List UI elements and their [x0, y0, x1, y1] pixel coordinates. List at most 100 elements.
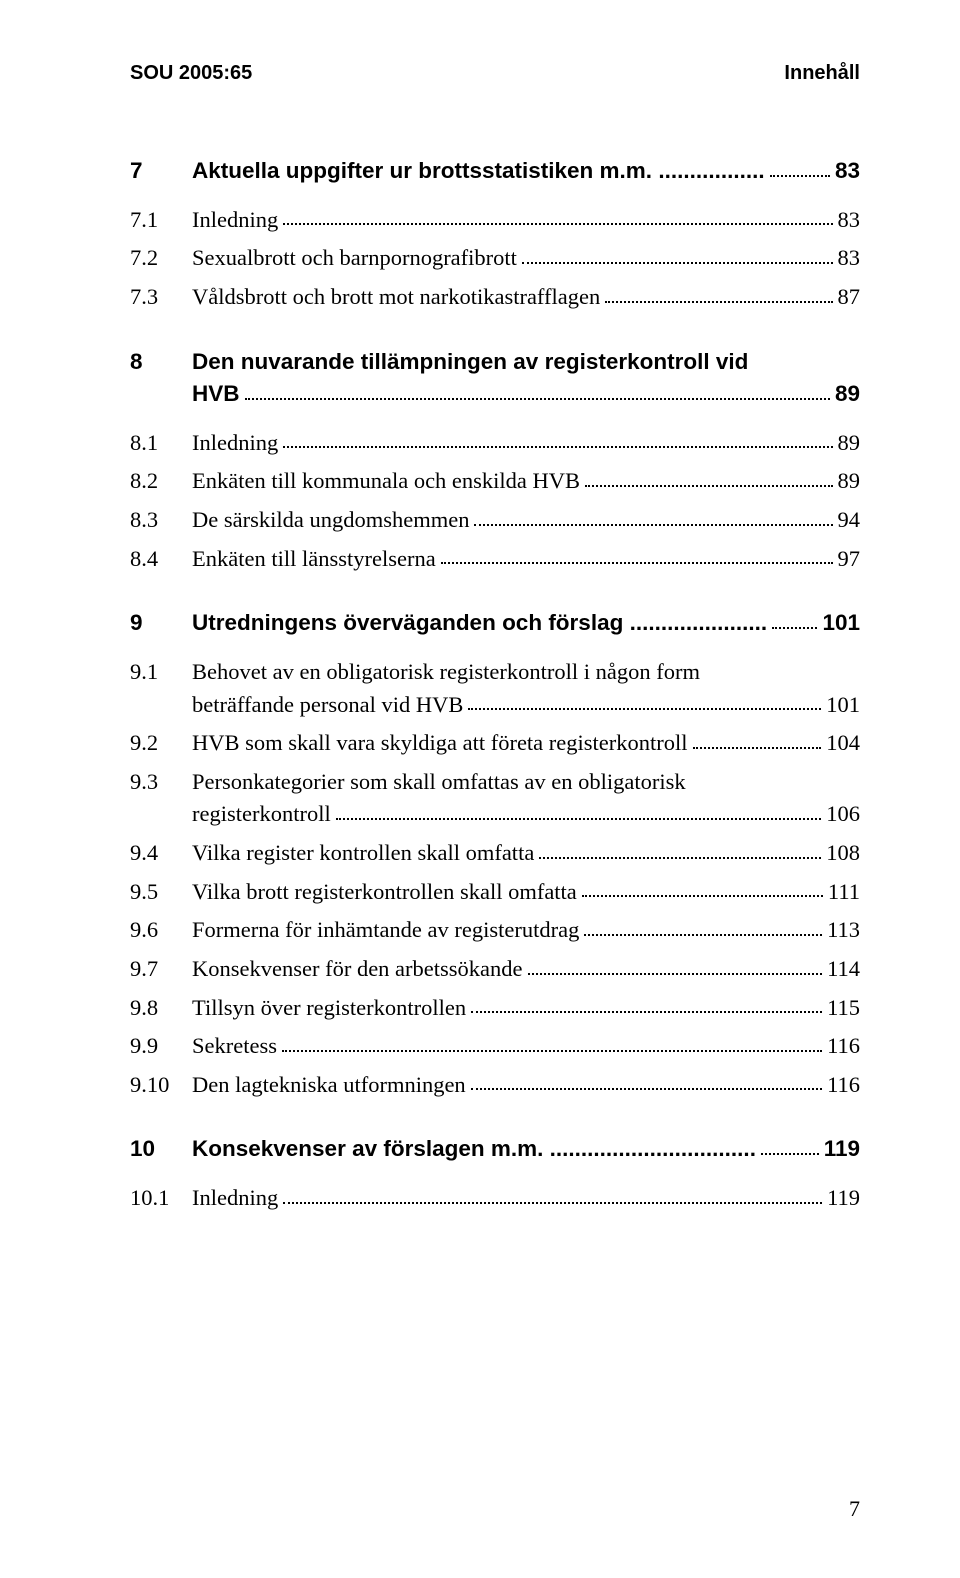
- toc-entry-title-wrap: Vilka brott registerkontrollen skall omf…: [192, 876, 860, 909]
- toc-entry-title: Vilka brott registerkontrollen skall omf…: [192, 876, 577, 909]
- toc-entry-title-wrap: Våldsbrott och brott mot narkotikastraff…: [192, 281, 860, 314]
- header-left: SOU 2005:65: [130, 62, 252, 85]
- toc-leader: [582, 895, 823, 897]
- toc-entry-title: Vilka register kontrollen skall omfatta: [192, 837, 534, 870]
- toc-entry: 8.2Enkäten till kommunala och enskilda H…: [130, 465, 860, 498]
- toc-entry-page: 97: [838, 543, 861, 576]
- toc-entry-number: 9.7: [130, 953, 192, 986]
- toc-entry: 7Aktuella uppgifter ur brottsstatistiken…: [130, 155, 860, 188]
- toc-entry-page: 119: [827, 1182, 860, 1215]
- toc-entry-number: 7.2: [130, 242, 192, 275]
- toc-entry-number: 9.6: [130, 914, 192, 947]
- toc-entry-number: 10: [130, 1133, 192, 1166]
- toc-entry: 9Utredningens överväganden och förslag .…: [130, 607, 860, 640]
- toc-leader: [471, 1088, 822, 1090]
- toc-entry-title-wrap: Vilka register kontrollen skall omfatta 1…: [192, 837, 860, 870]
- toc-entry-page: 108: [826, 837, 860, 870]
- toc-entry: 10Konsekvenser av förslagen m.m. .......…: [130, 1133, 860, 1166]
- toc-entry-number: 8.1: [130, 427, 192, 460]
- toc-leader: [441, 562, 833, 564]
- toc-entry: 8.1Inledning 89: [130, 427, 860, 460]
- toc-entry-page: 114: [827, 953, 860, 986]
- toc-entry-title: Den lagtekniska utformningen: [192, 1069, 466, 1102]
- toc-leader: [468, 708, 821, 710]
- toc-entry: 10.1Inledning119: [130, 1182, 860, 1215]
- toc-leader: [522, 262, 833, 264]
- toc-entry-title: Konsekvenser för den arbetssökande: [192, 953, 523, 986]
- toc-entry-number: 7: [130, 155, 192, 188]
- toc-entry-page: 89: [835, 378, 860, 411]
- toc-leader: [584, 934, 822, 936]
- toc-entry-title: Formerna för inhämtande av registerutdra…: [192, 914, 579, 947]
- toc-entry-title: Tillsyn över registerkontrollen: [192, 992, 466, 1025]
- toc-entry-page: 94: [838, 504, 861, 537]
- toc-entry-number: 9: [130, 607, 192, 640]
- toc-entry-page: 87: [838, 281, 861, 314]
- toc-entry-title: Personkategorier som skall omfattas av e…: [192, 766, 686, 799]
- toc-entry-page: 111: [828, 876, 860, 909]
- toc-entry-title: HVB som skall vara skyldiga att företa r…: [192, 727, 688, 760]
- toc-entry-number: 9.1: [130, 656, 192, 689]
- toc-entry-title-wrap: Konsekvenser för den arbetssökande 114: [192, 953, 860, 986]
- toc-entry-title-wrap: Behovet av en obligatorisk registerkontr…: [192, 656, 860, 721]
- toc-entry-title-wrap: Enkäten till länsstyrelserna 97: [192, 543, 860, 576]
- toc-entry-number: 9.8: [130, 992, 192, 1025]
- toc-leader: [770, 175, 830, 177]
- page-number: 7: [849, 1496, 860, 1522]
- toc-entry-page: 83: [838, 204, 861, 237]
- toc-entry: 7.3Våldsbrott och brott mot narkotikastr…: [130, 281, 860, 314]
- toc-entry-page: 83: [838, 242, 861, 275]
- toc-entry-title: Sekretess: [192, 1030, 277, 1063]
- toc-entry-title: De särskilda ungdomshemmen: [192, 504, 469, 537]
- toc-entry: 9.2HVB som skall vara skyldiga att föret…: [130, 727, 860, 760]
- toc-leader: [245, 398, 830, 400]
- toc-entry-title-wrap: Personkategorier som skall omfattas av e…: [192, 766, 860, 831]
- toc-entry-title-wrap: Konsekvenser av förslagen m.m. .........…: [192, 1133, 860, 1166]
- toc-entry-title: Enkäten till länsstyrelserna: [192, 543, 436, 576]
- toc-leader: [283, 223, 832, 225]
- toc-entry-number: 9.2: [130, 727, 192, 760]
- toc-entry-number: 9.9: [130, 1030, 192, 1063]
- toc-entry-page: 83: [835, 155, 860, 188]
- toc-leader: [282, 1050, 822, 1052]
- toc-entry: 9.6Formerna för inhämtande av registerut…: [130, 914, 860, 947]
- toc-entry-title: Inledning: [192, 427, 278, 460]
- toc-entry: 9.10Den lagtekniska utformningen116: [130, 1069, 860, 1102]
- toc-leader: [474, 524, 832, 526]
- toc-entry-page: 101: [826, 689, 860, 722]
- toc-leader: [605, 301, 832, 303]
- toc-entry-number: 8.2: [130, 465, 192, 498]
- toc-entry-page: 106: [826, 798, 860, 831]
- toc-entry: 9.1Behovet av en obligatorisk registerko…: [130, 656, 860, 721]
- toc-entry-title-wrap: Den lagtekniska utformningen116: [192, 1069, 860, 1102]
- toc-entry-title-wrap: Utredningens överväganden och förslag ..…: [192, 607, 860, 640]
- toc-entry-title-wrap: De särskilda ungdomshemmen 94: [192, 504, 860, 537]
- toc-entry-page: 89: [838, 427, 861, 460]
- toc-entry-title-wrap: Enkäten till kommunala och enskilda HVB8…: [192, 465, 860, 498]
- toc-entry-title-wrap: Sekretess 116: [192, 1030, 860, 1063]
- toc-entry-title-wrap: Inledning 89: [192, 427, 860, 460]
- table-of-contents: 7Aktuella uppgifter ur brottsstatistiken…: [130, 155, 860, 1215]
- toc-entry-title: Sexualbrott och barnpornografibrott: [192, 242, 517, 275]
- toc-entry-title: Enkäten till kommunala och enskilda HVB: [192, 465, 580, 498]
- toc-entry-number: 7.3: [130, 281, 192, 314]
- toc-leader: [283, 446, 832, 448]
- toc-entry: 7.2Sexualbrott och barnpornografibrott 83: [130, 242, 860, 275]
- toc-entry-number: 9.10: [130, 1069, 192, 1102]
- toc-entry-page: 116: [827, 1030, 860, 1063]
- toc-leader: [528, 973, 823, 975]
- toc-entry-number: 9.3: [130, 766, 192, 799]
- toc-entry-page: 119: [824, 1133, 860, 1166]
- toc-entry-number: 9.5: [130, 876, 192, 909]
- toc-entry-number: 8: [130, 346, 192, 379]
- toc-entry-title: Inledning: [192, 204, 278, 237]
- toc-entry: 8.4Enkäten till länsstyrelserna97: [130, 543, 860, 576]
- toc-entry-title: Behovet av en obligatorisk registerkontr…: [192, 656, 700, 689]
- toc-leader: [539, 857, 821, 859]
- toc-entry-number: 7.1: [130, 204, 192, 237]
- toc-entry-title: Utredningens överväganden och förslag ..…: [192, 607, 767, 640]
- toc-entry-number: 8.3: [130, 504, 192, 537]
- page-header: SOU 2005:65 Innehåll: [130, 62, 860, 85]
- toc-entry-title-wrap: Formerna för inhämtande av registerutdra…: [192, 914, 860, 947]
- toc-entry: 9.8Tillsyn över registerkontrollen115: [130, 992, 860, 1025]
